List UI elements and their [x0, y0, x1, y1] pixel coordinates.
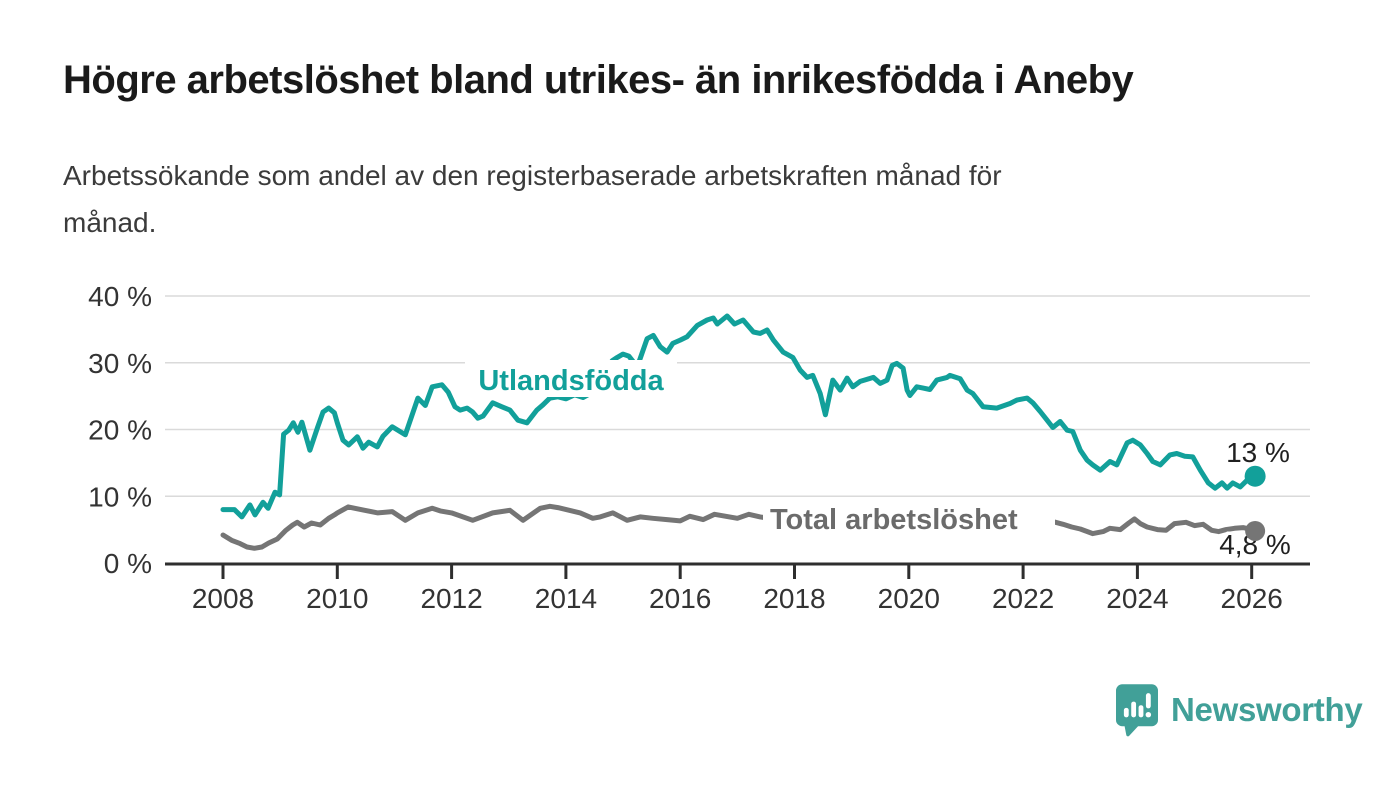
- newsworthy-logo-text: Newsworthy: [1171, 691, 1363, 728]
- newsworthy-logo: Newsworthy: [1116, 682, 1363, 738]
- series-line-total: [220, 503, 1258, 551]
- y-tick-label: 10 %: [88, 481, 152, 512]
- y-tick-label: 0 %: [104, 548, 152, 579]
- y-tick-label: 30 %: [88, 348, 152, 379]
- x-tick-label: 2010: [306, 583, 368, 614]
- end-dot-utlandsfodda: [1244, 465, 1266, 487]
- chart-title: Högre arbetslöshet bland utrikes- än inr…: [63, 58, 1134, 102]
- x-tick-label: 2026: [1221, 583, 1283, 614]
- x-tick-label: 2016: [649, 583, 711, 614]
- chart-subtitle: Arbetssökande som andel av den registerb…: [63, 160, 1002, 239]
- x-tick-label: 2008: [192, 583, 254, 614]
- x-tick-label: 2024: [1106, 583, 1168, 614]
- x-tick-label: 2018: [763, 583, 825, 614]
- end-value-label-total: 4,8 %: [1219, 529, 1291, 560]
- x-tick-label: 2020: [878, 583, 940, 614]
- series-label-backdrop: [465, 360, 677, 397]
- end-dot-total: [1245, 520, 1266, 541]
- series-label-backdrop: [763, 499, 1055, 535]
- y-tick-label: 40 %: [88, 281, 152, 312]
- end-value-label-utlandsfodda: 13 %: [1226, 437, 1290, 468]
- series-label-total: Total arbetslöshet: [770, 504, 1018, 536]
- series-line-utlandsfodda: [220, 313, 1258, 520]
- series-label-utlandsfodda: Utlandsfödda: [478, 365, 664, 397]
- x-tick-label: 2022: [992, 583, 1054, 614]
- x-tick-label: 2014: [535, 583, 597, 614]
- y-tick-label: 20 %: [88, 415, 152, 446]
- newsworthy-logo-icon: [1116, 683, 1158, 736]
- x-tick-label: 2012: [420, 583, 482, 614]
